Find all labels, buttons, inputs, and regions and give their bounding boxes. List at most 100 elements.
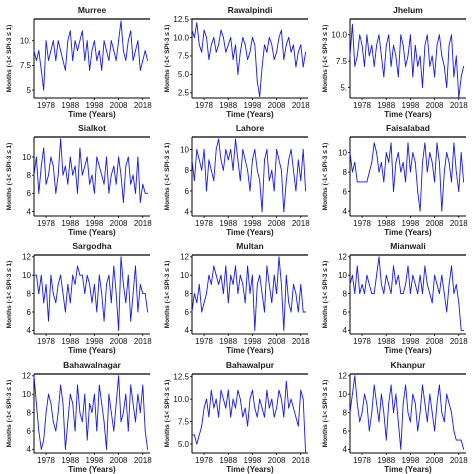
- data-point: [434, 181, 436, 183]
- data-point: [419, 274, 421, 276]
- data-point: [137, 311, 139, 313]
- data-point: [429, 65, 431, 67]
- y-tick-label: 6: [185, 308, 190, 317]
- x-tick-label: 1988: [377, 101, 395, 110]
- data-point: [268, 180, 270, 182]
- data-point: [72, 174, 74, 176]
- data-point: [222, 293, 224, 295]
- data-point: [89, 69, 91, 71]
- x-tick-label: 2018: [292, 456, 310, 465]
- data-point: [251, 389, 253, 391]
- data-point: [210, 283, 212, 285]
- data-point: [206, 398, 207, 400]
- data-point: [60, 50, 62, 52]
- data-point: [222, 37, 224, 38]
- panel-title: Bahawalpur: [226, 360, 275, 370]
- data-point: [137, 156, 139, 158]
- chart-panel: Lahore 4 6 8 10 1978 1988 1998 2008 2018 Time (Yea…: [164, 123, 310, 237]
- data-point: [431, 55, 433, 57]
- data-point: [232, 283, 234, 285]
- data-point: [213, 180, 215, 182]
- y-tick-label: 10: [22, 153, 31, 162]
- data-point: [443, 293, 445, 295]
- panel-title: Sargodha: [72, 241, 111, 251]
- data-point: [130, 183, 132, 185]
- data-point: [280, 29, 282, 31]
- data-point: [402, 44, 404, 46]
- y-axis-label: Months (-1< SPI-3 ≤ 1): [164, 380, 171, 448]
- data-point: [69, 156, 71, 158]
- data-point: [125, 165, 127, 167]
- data-point: [135, 192, 136, 194]
- data-point: [356, 181, 358, 183]
- data-point: [79, 274, 81, 276]
- data-point: [48, 174, 49, 176]
- data-point: [417, 65, 419, 67]
- data-point: [130, 384, 132, 386]
- data-point: [278, 256, 280, 258]
- data-point: [230, 149, 232, 150]
- data-point: [38, 192, 40, 194]
- data-point: [438, 384, 440, 386]
- data-point: [33, 50, 35, 52]
- data-point: [115, 402, 117, 404]
- data-point: [364, 65, 365, 67]
- data-point: [453, 76, 455, 78]
- y-tick-label: 6: [343, 427, 348, 436]
- data-point: [48, 393, 49, 395]
- data-point: [62, 60, 64, 61]
- data-point: [458, 439, 460, 441]
- data-point: [210, 44, 212, 46]
- data-point: [132, 60, 134, 61]
- data-point: [351, 171, 353, 173]
- data-point: [268, 407, 270, 409]
- data-point: [242, 283, 244, 285]
- data-point: [264, 44, 265, 46]
- data-point: [50, 50, 52, 52]
- data-point: [67, 421, 69, 423]
- data-point: [417, 430, 419, 432]
- data-point: [302, 398, 304, 400]
- data-point: [239, 398, 241, 400]
- data-point: [293, 44, 294, 46]
- data-point: [103, 421, 105, 423]
- data-point: [72, 274, 74, 276]
- data-point: [463, 65, 465, 67]
- data-point: [110, 302, 112, 304]
- data-point: [376, 152, 378, 154]
- data-point: [135, 50, 136, 52]
- data-point: [426, 171, 428, 173]
- data-point: [239, 274, 241, 276]
- data-point: [144, 430, 146, 432]
- x-tick-label: 1988: [61, 101, 79, 110]
- y-tick-label: 12: [180, 253, 189, 262]
- data-point: [405, 283, 407, 285]
- data-point: [290, 398, 292, 400]
- y-tick-label: 10: [22, 390, 31, 399]
- x-tick-label: 1998: [244, 337, 262, 346]
- data-point: [371, 161, 373, 163]
- data-point: [147, 60, 149, 61]
- data-point: [264, 311, 265, 313]
- data-point: [144, 293, 146, 295]
- data-point: [460, 152, 462, 154]
- data-point: [451, 412, 452, 414]
- data-point: [215, 274, 217, 276]
- data-point: [285, 44, 287, 46]
- chart-panel: Bahawalpur 5.0 7.5 10.0 12.5 1978 1988 1998 2008…: [164, 360, 310, 474]
- x-tick-label: 1988: [219, 219, 237, 228]
- data-point: [35, 402, 37, 404]
- data-point: [455, 55, 457, 57]
- data-point: [361, 181, 363, 183]
- data-point: [115, 183, 117, 185]
- data-point: [305, 452, 307, 454]
- data-point: [371, 412, 373, 414]
- y-tick-label: 8: [185, 289, 190, 298]
- data-point: [407, 412, 409, 414]
- y-tick-label: 4: [27, 326, 32, 335]
- data-point: [144, 192, 146, 194]
- data-point: [351, 274, 353, 276]
- data-point: [62, 174, 64, 176]
- data-point: [77, 384, 78, 386]
- data-point: [235, 265, 236, 267]
